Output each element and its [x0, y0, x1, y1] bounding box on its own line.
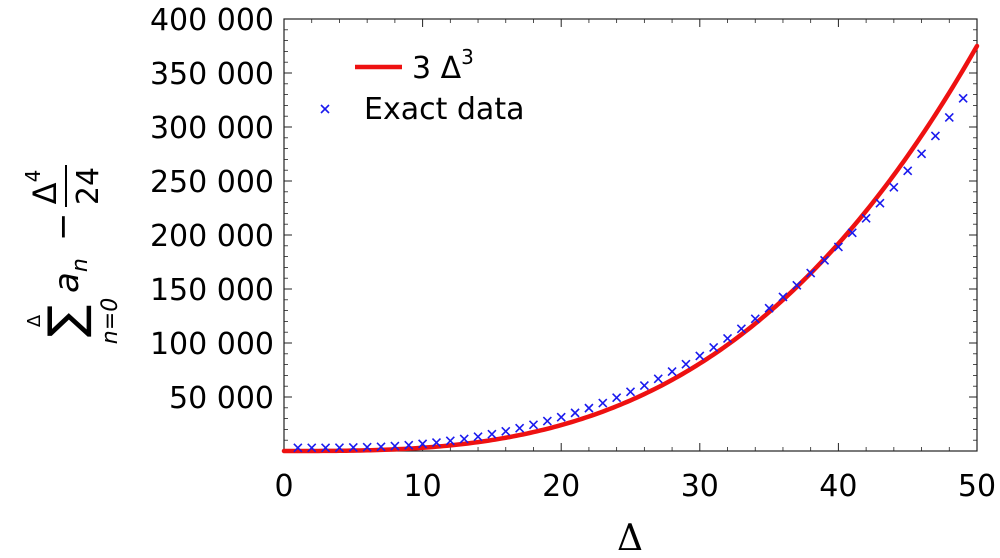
data-point — [944, 112, 954, 123]
data-point — [750, 314, 760, 324]
data-point — [376, 442, 386, 452]
data-point — [418, 439, 428, 449]
y-label-term-base: a — [47, 272, 87, 293]
y-label-term-sub: n — [68, 258, 93, 272]
legend-marker-x — [320, 104, 330, 114]
data-point — [736, 324, 746, 334]
legend-swatch-marker — [320, 104, 330, 114]
data-point — [334, 443, 345, 453]
legend-label-marker: Exact data — [364, 92, 524, 127]
x-tick-label: 50 — [958, 469, 996, 504]
series-line-3-delta-cubed — [281, 43, 980, 454]
y-tick-label: 50 000 — [169, 381, 274, 416]
y-label-frac-num-base: Δ — [26, 182, 64, 204]
data-point — [833, 242, 843, 252]
y-tick-label: 100 000 — [150, 327, 274, 362]
x-tick-label: 30 — [681, 469, 719, 504]
data-point — [445, 436, 455, 446]
data-point — [806, 268, 816, 278]
data-point — [570, 408, 580, 418]
data-point — [542, 416, 552, 426]
data-point — [819, 255, 830, 265]
data-point — [390, 441, 400, 451]
data-point — [348, 442, 358, 453]
data-point — [515, 423, 525, 433]
legend-label-line: 3 Δ3 — [412, 45, 474, 86]
data-point — [930, 131, 940, 141]
data-point — [473, 432, 483, 442]
axis-ticks — [283, 18, 978, 451]
y-label-sum-lower: n=0 — [98, 298, 123, 344]
y-label-sum-symbol: ∑ — [38, 305, 94, 337]
y-label-minus: − — [43, 213, 83, 242]
x-tick-label: 40 — [819, 469, 857, 504]
y-tick-label: 400 000 — [150, 3, 274, 38]
data-point — [307, 443, 317, 453]
data-point — [764, 303, 774, 313]
data-point — [639, 380, 649, 391]
data-point — [404, 440, 414, 450]
data-point — [792, 280, 802, 290]
data-point — [889, 182, 899, 192]
data-point — [501, 426, 511, 436]
plot-frame — [283, 18, 978, 452]
y-tick-label: 350 000 — [150, 57, 274, 92]
data-point — [778, 292, 788, 302]
y-label-term: an — [47, 258, 93, 293]
data-point — [556, 412, 566, 422]
data-point — [321, 443, 331, 453]
data-point — [584, 403, 594, 413]
data-point — [681, 359, 691, 369]
data-point — [293, 443, 303, 453]
data-point — [916, 149, 927, 159]
x-tick-label: 20 — [542, 469, 580, 504]
data-point — [875, 198, 885, 208]
data-point — [528, 420, 539, 430]
y-label-frac-num-exp: 4 — [21, 170, 45, 183]
x-tick-label: 0 — [274, 469, 293, 504]
data-point — [709, 342, 719, 352]
legend-label-line-exp: 3 — [461, 45, 474, 69]
x-tick-label: 10 — [404, 469, 442, 504]
data-point — [903, 166, 913, 176]
y-tick-label: 150 000 — [150, 273, 274, 308]
data-point — [431, 438, 442, 448]
y-axis-label: Δ ∑ n=0 an − Δ4 24 — [21, 165, 123, 344]
y-tick-label: 200 000 — [150, 219, 274, 254]
series-exact-data-markers — [293, 93, 968, 453]
data-point — [667, 367, 677, 377]
legend: 3 Δ3 Exact data — [320, 45, 524, 127]
x-axis-label: Δ — [617, 518, 643, 558]
data-point — [958, 93, 968, 103]
data-point — [861, 213, 871, 223]
y-tick-label: 300 000 — [150, 111, 274, 146]
data-point — [695, 351, 705, 361]
data-point — [612, 393, 622, 403]
y-label-frac-num: Δ4 — [21, 170, 64, 205]
legend-label-line-base: 3 Δ — [412, 51, 462, 86]
tick-labels: 0 10 20 30 40 50 50 000 100 000 150 000 200 000 25… — [150, 3, 996, 504]
y-label-sum-upper: Δ — [24, 314, 45, 327]
data-point — [653, 374, 663, 384]
y-label-frac-den: 24 — [71, 167, 106, 205]
data-point — [722, 333, 733, 344]
data-point — [847, 228, 857, 238]
data-point — [362, 442, 372, 452]
y-tick-label: 250 000 — [150, 165, 274, 200]
data-point — [487, 429, 497, 439]
data-point — [598, 398, 608, 408]
data-point — [459, 434, 469, 444]
data-point — [625, 387, 636, 397]
